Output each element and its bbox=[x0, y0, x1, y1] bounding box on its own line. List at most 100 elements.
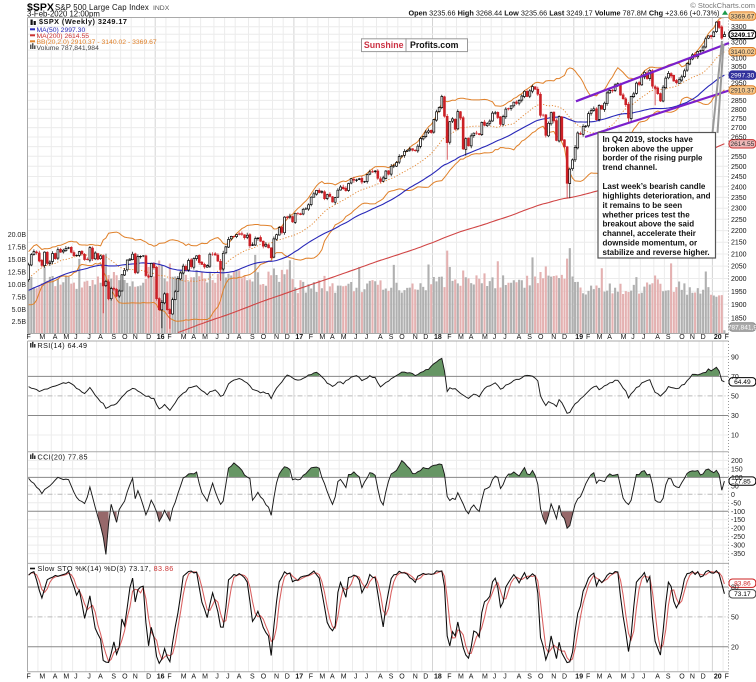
svg-text:150: 150 bbox=[731, 466, 743, 473]
svg-text:-50: -50 bbox=[731, 500, 741, 507]
svg-text:J: J bbox=[493, 674, 497, 681]
svg-text:M: M bbox=[319, 334, 325, 341]
svg-text:A: A bbox=[517, 674, 522, 681]
svg-text:M: M bbox=[202, 674, 208, 681]
svg-text:2950: 2950 bbox=[731, 81, 747, 88]
svg-text:A: A bbox=[607, 674, 612, 681]
svg-text:2650: 2650 bbox=[731, 135, 747, 142]
svg-text:D: D bbox=[146, 334, 151, 341]
svg-text:O: O bbox=[679, 674, 685, 681]
svg-text:M: M bbox=[482, 334, 488, 341]
svg-text:3369.67: 3369.67 bbox=[730, 14, 754, 21]
svg-text:17: 17 bbox=[295, 674, 303, 681]
svg-text:F: F bbox=[309, 674, 313, 681]
svg-text:J: J bbox=[365, 674, 369, 681]
svg-text:F: F bbox=[167, 674, 171, 681]
svg-text:M: M bbox=[458, 334, 464, 341]
svg-text:10.0B: 10.0B bbox=[8, 282, 27, 289]
svg-text:J: J bbox=[87, 334, 91, 341]
svg-text:S: S bbox=[111, 674, 116, 681]
svg-text:19: 19 bbox=[575, 334, 583, 341]
svg-text:channel, accelerate their: channel, accelerate their bbox=[603, 229, 696, 238]
svg-text:3200: 3200 bbox=[731, 40, 747, 47]
svg-text:M: M bbox=[319, 674, 325, 681]
svg-text:N: N bbox=[690, 674, 695, 681]
svg-text:-350: -350 bbox=[731, 551, 745, 558]
svg-text:18: 18 bbox=[434, 674, 442, 681]
svg-text:D: D bbox=[146, 674, 151, 681]
svg-text:2000: 2000 bbox=[731, 276, 747, 283]
svg-text:J: J bbox=[354, 674, 358, 681]
svg-text:D: D bbox=[285, 334, 290, 341]
svg-text:-300: -300 bbox=[731, 543, 745, 550]
svg-text:trend channel.: trend channel. bbox=[603, 163, 658, 172]
svg-text:S: S bbox=[666, 334, 671, 341]
svg-text:M: M bbox=[39, 674, 45, 681]
svg-text:M: M bbox=[181, 334, 187, 341]
svg-text:D: D bbox=[285, 674, 290, 681]
svg-text:A: A bbox=[98, 334, 103, 341]
svg-text:20: 20 bbox=[714, 674, 722, 681]
svg-text:RSI(14) 64.49: RSI(14) 64.49 bbox=[38, 341, 88, 350]
svg-text:A: A bbox=[655, 334, 660, 341]
svg-text:O: O bbox=[261, 674, 267, 681]
svg-text:$SPX (Weekly) 3249.17: $SPX (Weekly) 3249.17 bbox=[39, 17, 127, 26]
svg-text:J: J bbox=[493, 334, 497, 341]
svg-text:M: M bbox=[621, 334, 627, 341]
svg-text:200: 200 bbox=[731, 458, 743, 465]
svg-text:16: 16 bbox=[157, 674, 165, 681]
svg-text:2100: 2100 bbox=[731, 252, 747, 259]
svg-text:3100: 3100 bbox=[731, 56, 747, 63]
svg-text:80: 80 bbox=[731, 585, 739, 592]
svg-text:O: O bbox=[679, 334, 685, 341]
svg-text:J: J bbox=[354, 334, 358, 341]
svg-text:-250: -250 bbox=[731, 534, 745, 541]
svg-text:2400: 2400 bbox=[731, 184, 747, 191]
svg-text:S: S bbox=[250, 334, 255, 341]
svg-text:border of the rising purple: border of the rising purple bbox=[603, 154, 704, 163]
svg-text:2.5B: 2.5B bbox=[12, 319, 27, 326]
svg-text:M: M bbox=[63, 674, 69, 681]
svg-text:O: O bbox=[261, 334, 267, 341]
svg-text:N: N bbox=[551, 334, 556, 341]
svg-text:breakout above the said: breakout above the said bbox=[603, 220, 695, 229]
svg-text:O: O bbox=[538, 674, 544, 681]
svg-text:M: M bbox=[181, 674, 187, 681]
svg-text:3140.02: 3140.02 bbox=[730, 49, 754, 56]
svg-text:2050: 2050 bbox=[731, 264, 747, 271]
svg-text:A: A bbox=[53, 674, 58, 681]
svg-text:-200: -200 bbox=[731, 526, 745, 533]
svg-text:N: N bbox=[274, 334, 279, 341]
svg-text:In Q4 2019, stocks have: In Q4 2019, stocks have bbox=[603, 135, 694, 144]
svg-text:F: F bbox=[725, 334, 729, 341]
svg-text:J: J bbox=[226, 334, 230, 341]
svg-text:A: A bbox=[607, 334, 612, 341]
svg-text:3300: 3300 bbox=[731, 24, 747, 31]
svg-text:O: O bbox=[122, 334, 128, 341]
svg-text:broken above the upper: broken above the upper bbox=[603, 144, 694, 153]
svg-text:J: J bbox=[87, 674, 91, 681]
svg-text:Last week’s bearish candle: Last week’s bearish candle bbox=[603, 182, 706, 191]
svg-text:2700: 2700 bbox=[731, 125, 747, 132]
svg-text:F: F bbox=[447, 334, 451, 341]
svg-text:D: D bbox=[701, 674, 706, 681]
svg-text:J: J bbox=[365, 334, 369, 341]
svg-text:D: D bbox=[562, 674, 567, 681]
svg-text:90: 90 bbox=[731, 354, 739, 361]
svg-text:2300: 2300 bbox=[731, 206, 747, 213]
svg-text:787,841,9: 787,841,9 bbox=[728, 324, 756, 331]
svg-text:N: N bbox=[274, 674, 279, 681]
svg-text:100: 100 bbox=[731, 475, 743, 482]
svg-text:A: A bbox=[330, 674, 335, 681]
svg-text:3050: 3050 bbox=[731, 64, 747, 71]
svg-text:2350: 2350 bbox=[731, 195, 747, 202]
svg-text:S: S bbox=[527, 674, 532, 681]
svg-text:© StockCharts.com: © StockCharts.com bbox=[690, 1, 755, 10]
svg-text:2910.37: 2910.37 bbox=[730, 87, 754, 94]
svg-text:17.5B: 17.5B bbox=[8, 245, 27, 252]
svg-text:A: A bbox=[517, 334, 522, 341]
svg-text:2750: 2750 bbox=[731, 116, 747, 123]
svg-text:73.17: 73.17 bbox=[734, 591, 751, 598]
svg-text:10: 10 bbox=[731, 433, 739, 440]
svg-text:2550: 2550 bbox=[731, 154, 747, 161]
